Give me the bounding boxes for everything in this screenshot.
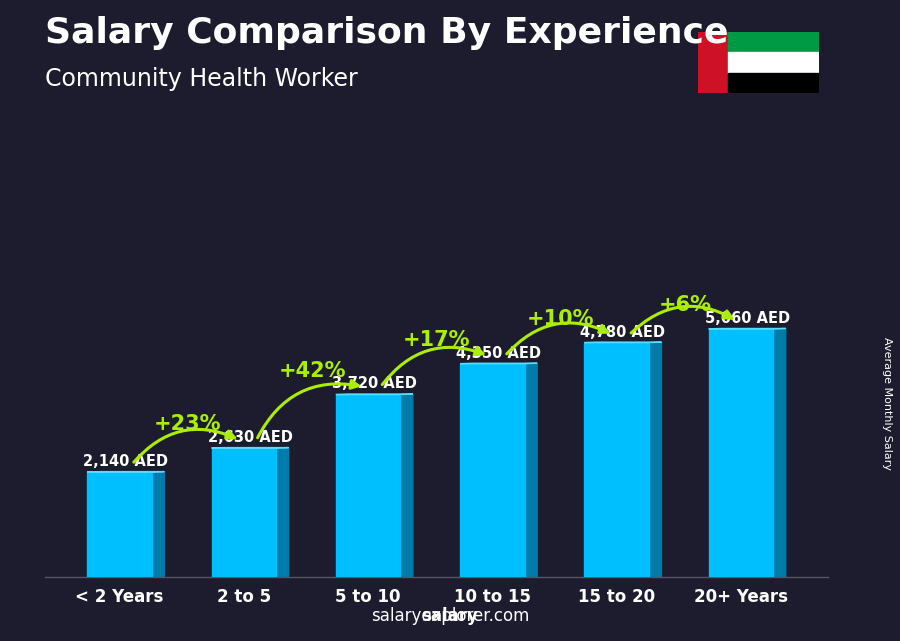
Text: +6%: +6% [659, 295, 712, 315]
Polygon shape [152, 472, 165, 577]
Polygon shape [276, 447, 289, 577]
Polygon shape [400, 394, 413, 577]
Text: salaryexplorer.com: salaryexplorer.com [371, 607, 529, 625]
Bar [708, 329, 773, 577]
Text: +17%: +17% [402, 329, 470, 350]
Polygon shape [649, 342, 662, 577]
Text: salary: salary [420, 607, 478, 625]
Text: 5,060 AED: 5,060 AED [705, 311, 790, 326]
Bar [336, 395, 400, 577]
Text: +23%: +23% [154, 414, 221, 434]
Text: 2,140 AED: 2,140 AED [84, 454, 168, 469]
Bar [728, 32, 819, 53]
Text: 3,720 AED: 3,720 AED [332, 376, 417, 392]
Text: +10%: +10% [527, 309, 595, 329]
Text: 2,630 AED: 2,630 AED [208, 430, 292, 445]
Polygon shape [773, 328, 786, 577]
Bar [728, 53, 819, 72]
Text: 4,350 AED: 4,350 AED [456, 345, 541, 361]
Text: 4,780 AED: 4,780 AED [580, 324, 665, 340]
Text: Community Health Worker: Community Health Worker [45, 67, 358, 91]
Text: Average Monthly Salary: Average Monthly Salary [881, 337, 892, 470]
Text: +42%: +42% [278, 361, 346, 381]
Bar [87, 472, 152, 577]
Bar [728, 72, 819, 93]
Bar [460, 363, 525, 577]
Text: Salary Comparison By Experience: Salary Comparison By Experience [45, 16, 728, 50]
Bar [584, 342, 649, 577]
Polygon shape [525, 363, 537, 577]
Bar [698, 32, 728, 93]
Bar [212, 448, 276, 577]
